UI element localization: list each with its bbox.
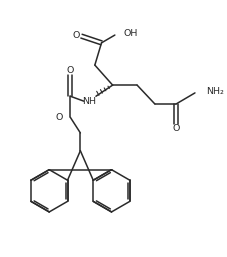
Text: O: O xyxy=(73,31,80,40)
Text: O: O xyxy=(55,113,62,122)
Text: NH₂: NH₂ xyxy=(205,87,222,96)
Text: NH: NH xyxy=(81,97,95,106)
Text: OH: OH xyxy=(123,30,137,39)
Text: O: O xyxy=(172,124,179,133)
Text: O: O xyxy=(66,66,74,75)
